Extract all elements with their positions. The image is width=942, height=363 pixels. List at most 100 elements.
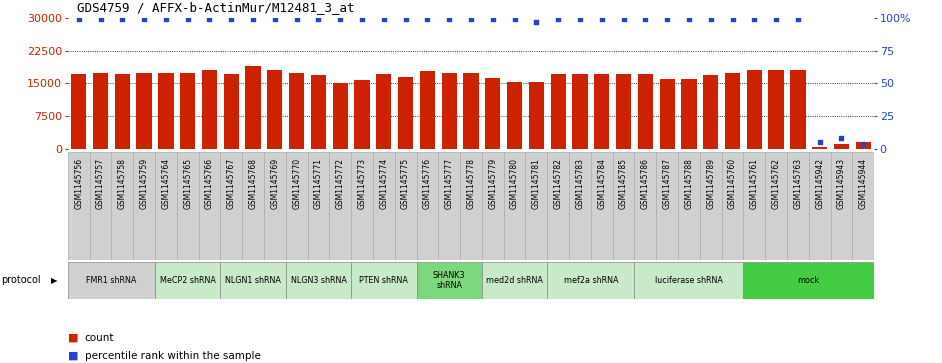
Point	[115, 17, 130, 23]
Bar	[594, 74, 609, 149]
Text: GSM1145943: GSM1145943	[837, 158, 846, 209]
Bar	[264, 152, 285, 260]
Point	[659, 17, 674, 23]
Bar	[526, 152, 547, 260]
Text: protocol: protocol	[1, 276, 41, 285]
Point	[202, 17, 217, 23]
Text: GSM1145779: GSM1145779	[488, 158, 497, 209]
Text: GSM1145775: GSM1145775	[401, 158, 410, 209]
Point	[812, 139, 827, 145]
Point	[333, 17, 348, 23]
Bar	[220, 262, 285, 299]
Text: GSM1145766: GSM1145766	[205, 158, 214, 209]
Point	[681, 17, 696, 23]
Text: MeCP2 shRNA: MeCP2 shRNA	[160, 276, 216, 285]
Text: NLGN3 shRNA: NLGN3 shRNA	[290, 276, 347, 285]
Bar	[765, 152, 787, 260]
Text: GSM1145780: GSM1145780	[510, 158, 519, 209]
Bar	[591, 152, 612, 260]
Bar	[351, 152, 373, 260]
Bar	[199, 152, 220, 260]
Text: GSM1145774: GSM1145774	[380, 158, 388, 209]
Bar	[89, 152, 111, 260]
Bar	[638, 74, 653, 149]
Bar	[482, 152, 504, 260]
Bar	[111, 152, 133, 260]
Bar	[438, 152, 460, 260]
Point	[311, 17, 326, 23]
Text: GSM1145789: GSM1145789	[706, 158, 715, 209]
Bar	[398, 77, 414, 149]
Bar	[442, 73, 457, 149]
Text: GSM1145788: GSM1145788	[685, 158, 693, 209]
Bar	[678, 152, 700, 260]
Bar	[416, 152, 438, 260]
Bar	[416, 262, 482, 299]
Text: GSM1145757: GSM1145757	[96, 158, 105, 209]
Bar	[482, 262, 547, 299]
Text: percentile rank within the sample: percentile rank within the sample	[85, 351, 261, 361]
Bar	[635, 262, 743, 299]
Bar	[133, 152, 155, 260]
Point	[268, 17, 283, 23]
Point	[72, 17, 87, 23]
Bar	[68, 152, 89, 260]
Text: GSM1145786: GSM1145786	[641, 158, 650, 209]
Point	[551, 17, 566, 23]
Point	[158, 17, 173, 23]
Bar	[657, 152, 678, 260]
Bar	[722, 152, 743, 260]
Point	[855, 141, 870, 147]
Bar	[463, 73, 479, 149]
Text: GSM1145777: GSM1145777	[445, 158, 454, 209]
Bar	[137, 73, 152, 149]
Text: GSM1145771: GSM1145771	[314, 158, 323, 209]
Bar	[569, 152, 591, 260]
Bar	[834, 144, 849, 149]
Text: GDS4759 / AFFX-b-ActinMur/M12481_3_at: GDS4759 / AFFX-b-ActinMur/M12481_3_at	[77, 1, 355, 15]
Text: NLGN1 shRNA: NLGN1 shRNA	[225, 276, 281, 285]
Text: count: count	[85, 333, 114, 343]
Bar	[703, 75, 719, 149]
Bar	[180, 73, 195, 149]
Bar	[71, 74, 87, 149]
Point	[769, 17, 784, 23]
Bar	[93, 73, 108, 149]
Text: GSM1145769: GSM1145769	[270, 158, 280, 209]
Point	[354, 17, 369, 23]
Point	[747, 17, 762, 23]
Text: ■: ■	[68, 333, 78, 343]
Text: GSM1145768: GSM1145768	[249, 158, 257, 209]
Bar	[616, 74, 631, 149]
Bar	[507, 82, 522, 149]
Point	[638, 17, 653, 23]
Bar	[155, 262, 220, 299]
Bar	[285, 152, 307, 260]
Bar	[528, 82, 544, 149]
Text: GSM1145781: GSM1145781	[532, 158, 541, 209]
Bar	[115, 74, 130, 149]
Point	[93, 17, 108, 23]
Bar	[573, 74, 588, 149]
Text: GSM1145787: GSM1145787	[662, 158, 672, 209]
Bar	[395, 152, 416, 260]
Text: GSM1145767: GSM1145767	[227, 158, 236, 209]
Point	[137, 17, 152, 23]
Bar	[853, 152, 874, 260]
Text: GSM1145764: GSM1145764	[161, 158, 171, 209]
Text: mef2a shRNA: mef2a shRNA	[563, 276, 618, 285]
Bar	[330, 152, 351, 260]
Text: GSM1145758: GSM1145758	[118, 158, 127, 209]
Bar	[354, 80, 369, 149]
Point	[463, 17, 479, 23]
Point	[703, 17, 718, 23]
Bar	[743, 152, 765, 260]
Text: ■: ■	[68, 351, 78, 361]
Text: luciferase shRNA: luciferase shRNA	[655, 276, 723, 285]
Bar	[177, 152, 199, 260]
Bar	[681, 79, 696, 149]
Bar	[311, 75, 326, 149]
Bar	[420, 71, 435, 149]
Text: GSM1145942: GSM1145942	[815, 158, 824, 209]
Text: GSM1145770: GSM1145770	[292, 158, 301, 209]
